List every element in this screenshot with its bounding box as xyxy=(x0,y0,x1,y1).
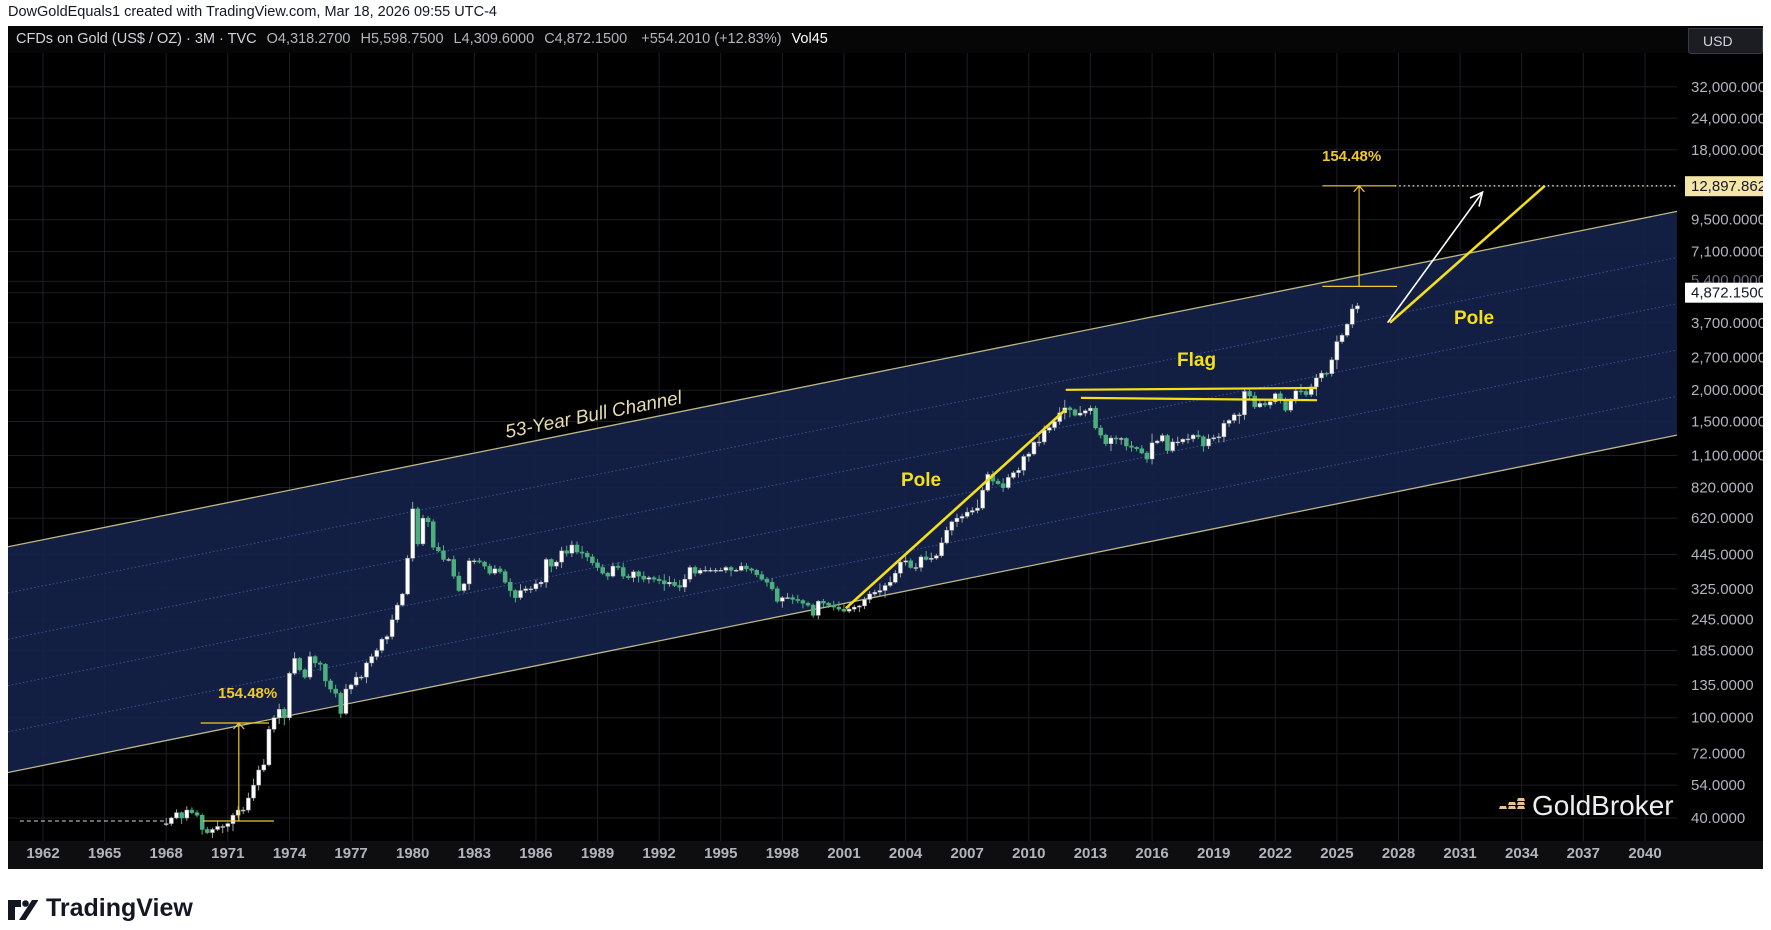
svg-text:620.0000: 620.0000 xyxy=(1691,510,1754,527)
svg-text:245.0000: 245.0000 xyxy=(1691,612,1754,629)
svg-text:1995: 1995 xyxy=(704,845,737,862)
svg-text:4,872.1500: 4,872.1500 xyxy=(1691,285,1763,302)
svg-text:1971: 1971 xyxy=(211,845,244,862)
svg-text:1986: 1986 xyxy=(519,845,552,862)
svg-text:2025: 2025 xyxy=(1320,845,1353,862)
svg-text:100.0000: 100.0000 xyxy=(1691,710,1754,727)
svg-text:18,000.0000: 18,000.0000 xyxy=(1691,142,1763,159)
svg-text:24,000.0000: 24,000.0000 xyxy=(1691,110,1763,127)
svg-text:7,100.0000: 7,100.0000 xyxy=(1691,244,1763,261)
svg-text:1962: 1962 xyxy=(26,845,59,862)
svg-text:2007: 2007 xyxy=(951,845,984,862)
svg-text:445.0000: 445.0000 xyxy=(1691,547,1754,564)
svg-text:2,000.0000: 2,000.0000 xyxy=(1691,382,1763,399)
svg-text:2040: 2040 xyxy=(1628,845,1661,862)
svg-text:1974: 1974 xyxy=(273,845,307,862)
svg-text:1992: 1992 xyxy=(642,845,675,862)
svg-text:2034: 2034 xyxy=(1505,845,1539,862)
svg-text:1980: 1980 xyxy=(396,845,429,862)
svg-text:2022: 2022 xyxy=(1259,845,1292,862)
svg-text:1,500.0000: 1,500.0000 xyxy=(1691,414,1763,431)
svg-text:1,100.0000: 1,100.0000 xyxy=(1691,448,1763,465)
svg-text:325.0000: 325.0000 xyxy=(1691,581,1754,598)
svg-text:135.0000: 135.0000 xyxy=(1691,677,1754,694)
svg-text:32,000.0000: 32,000.0000 xyxy=(1691,79,1763,96)
svg-text:9,500.0000: 9,500.0000 xyxy=(1691,212,1763,229)
svg-text:54.0000: 54.0000 xyxy=(1691,777,1745,794)
svg-text:2013: 2013 xyxy=(1074,845,1107,862)
svg-text:2004: 2004 xyxy=(889,845,923,862)
svg-text:2010: 2010 xyxy=(1012,845,1045,862)
svg-text:1998: 1998 xyxy=(766,845,799,862)
svg-text:1983: 1983 xyxy=(458,845,491,862)
svg-text:1968: 1968 xyxy=(150,845,183,862)
svg-text:2037: 2037 xyxy=(1567,845,1600,862)
svg-text:2001: 2001 xyxy=(827,845,860,862)
svg-text:40.0000: 40.0000 xyxy=(1691,810,1745,827)
svg-text:2016: 2016 xyxy=(1135,845,1168,862)
svg-text:3,700.0000: 3,700.0000 xyxy=(1691,315,1763,332)
svg-text:2031: 2031 xyxy=(1443,845,1476,862)
svg-text:2019: 2019 xyxy=(1197,845,1230,862)
svg-text:2028: 2028 xyxy=(1382,845,1415,862)
svg-text:1977: 1977 xyxy=(334,845,367,862)
svg-text:820.0000: 820.0000 xyxy=(1691,480,1754,497)
svg-text:185.0000: 185.0000 xyxy=(1691,643,1754,660)
svg-text:72.0000: 72.0000 xyxy=(1691,746,1745,763)
svg-text:1965: 1965 xyxy=(88,845,121,862)
svg-text:2,700.0000: 2,700.0000 xyxy=(1691,349,1763,366)
svg-text:1989: 1989 xyxy=(581,845,614,862)
